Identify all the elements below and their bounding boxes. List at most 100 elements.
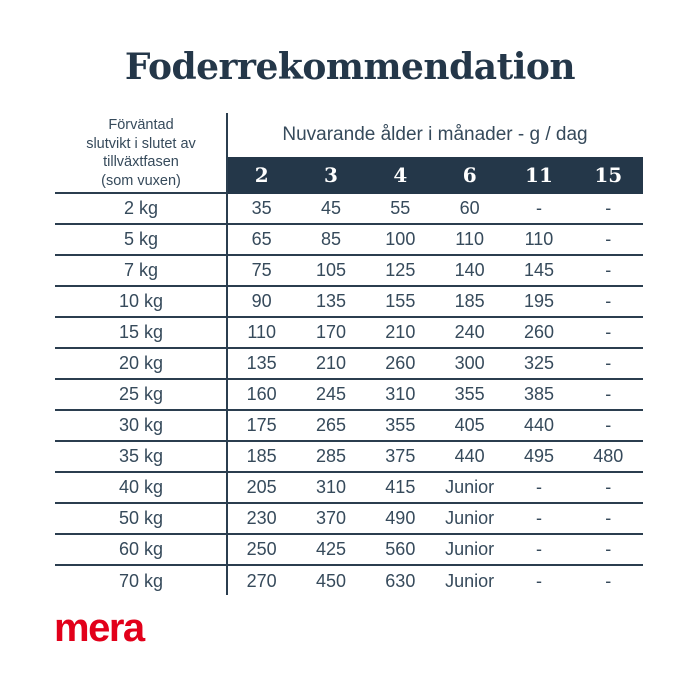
table-cell: 60	[459, 198, 480, 218]
table-row: 70 kg 270 450 630 Junior - -	[55, 566, 643, 597]
mera-logo: mera	[54, 606, 145, 650]
row-weight-label: 20 kg	[118, 353, 164, 373]
table-cell: 135	[246, 353, 277, 373]
table-cell: -	[535, 198, 542, 218]
table-cell: 440	[523, 415, 554, 435]
table-cell: 405	[454, 415, 485, 435]
row-weight-label: 35 kg	[118, 446, 164, 466]
table-cell: 250	[246, 539, 277, 559]
table-cell: 440	[454, 446, 485, 466]
table-cell: -	[535, 477, 542, 497]
table-cell: 240	[454, 322, 485, 342]
table-cell: 175	[246, 415, 277, 435]
column-header-month: 15	[594, 163, 623, 187]
table-cell: 480	[593, 446, 624, 466]
table-cell: 230	[246, 508, 277, 528]
table-row: 7 kg 75 105 125 140 145 -	[55, 256, 643, 287]
table-cell: Junior	[445, 477, 495, 497]
row-weight-label: 40 kg	[118, 477, 164, 497]
table-row: 40 kg 205 310 415 Junior - -	[55, 473, 643, 504]
table-cell: 265	[315, 415, 347, 435]
table-row: 60 kg 250 425 560 Junior - -	[55, 535, 643, 566]
table-cell: 135	[315, 291, 347, 311]
table-cell: 75	[251, 260, 272, 280]
table-cell: 170	[315, 322, 347, 342]
table-cell: -	[535, 508, 542, 528]
table-cell: 160	[246, 384, 277, 404]
table-cell: 205	[246, 477, 277, 497]
table-cell: 85	[320, 229, 341, 249]
table-cell: 355	[385, 415, 416, 435]
table-cell: 310	[385, 384, 416, 404]
table-cell: 140	[454, 260, 485, 280]
table-cell: -	[605, 322, 612, 342]
table-row: 10 kg 90 135 155 185 195 -	[55, 287, 643, 318]
table-cell: 210	[385, 322, 416, 342]
row-weight-label: 2 kg	[123, 198, 159, 218]
table-cell: 415	[385, 477, 416, 497]
row-header-line: Förväntad	[108, 117, 174, 133]
column-header-month: 11	[525, 163, 553, 187]
row-header-line: slutvikt i slutet av	[86, 135, 196, 152]
table-cell: -	[605, 229, 612, 249]
table-cell: 185	[246, 446, 277, 466]
table-row: 20 kg 135 210 260 300 325 -	[55, 349, 643, 380]
table-cell: Junior	[445, 571, 495, 591]
column-header-month: 6	[462, 163, 477, 187]
table-cell: 35	[251, 198, 272, 218]
table-cell: 450	[315, 571, 347, 591]
table-cell: -	[605, 477, 612, 497]
table-cell: Junior	[445, 539, 495, 559]
column-header-month: 3	[324, 163, 338, 187]
table-cell: 325	[523, 353, 554, 373]
table-cell: 45	[320, 198, 341, 218]
row-weight-label: 70 kg	[118, 571, 164, 591]
table-cell: -	[605, 353, 612, 373]
table-row: 5 kg 65 85 100 110 110 -	[55, 225, 643, 256]
table-cell: 490	[385, 508, 416, 528]
table-cell: -	[605, 508, 612, 528]
table-cell: -	[535, 539, 542, 559]
table-cell: 110	[455, 229, 484, 249]
row-weight-label: 7 kg	[123, 260, 159, 280]
row-header-line: tillväxtfasen	[103, 154, 179, 170]
table-cell: 370	[315, 508, 347, 528]
row-weight-label: 60 kg	[118, 539, 164, 559]
table-cell: -	[605, 415, 612, 435]
feeding-recommendation-table: Förväntad slutvikt i slutet av tillväxtf…	[55, 113, 643, 597]
row-weight-label: 10 kg	[118, 291, 164, 311]
table-cell: -	[605, 260, 612, 280]
row-weight-label: 5 kg	[123, 229, 159, 249]
table-cell: 105	[315, 260, 347, 280]
table-row: 25 kg 160 245 310 355 385 -	[55, 380, 643, 411]
table-row: 30 kg 175 265 355 405 440 -	[55, 411, 643, 442]
table-cell: 210	[315, 353, 347, 373]
row-weight-label: 25 kg	[118, 384, 164, 404]
row-weight-label: 50 kg	[118, 508, 164, 528]
row-weight-label: 30 kg	[118, 415, 164, 435]
table-header-row: Förväntad slutvikt i slutet av tillväxtf…	[55, 113, 643, 194]
column-header-month: 4	[393, 163, 408, 187]
table-cell: 65	[251, 229, 272, 249]
column-group-label: Nuvarande ålder i månader - g / dag	[282, 124, 588, 145]
table-cell: 300	[454, 353, 485, 373]
table-cell: 495	[523, 446, 554, 466]
table-cell: 110	[247, 322, 277, 342]
table-cell: -	[605, 384, 612, 404]
table-body: 2 kg 35 45 55 60 - - 5 kg 65 85 100 110 110 - 7 kg 75 10…	[55, 194, 643, 597]
table-cell: 155	[385, 291, 416, 311]
table-cell: 385	[523, 384, 554, 404]
page-title: Foderrekommendation	[124, 46, 576, 88]
table-cell: 285	[315, 446, 347, 466]
table-cell: 145	[523, 260, 554, 280]
table-cell: 310	[315, 477, 347, 497]
row-weight-label: 15 kg	[118, 322, 164, 342]
column-header-month: 2	[254, 163, 269, 187]
table-row: 2 kg 35 45 55 60 - -	[55, 194, 643, 225]
table-cell: 125	[385, 260, 416, 280]
table-cell: 100	[385, 229, 416, 249]
table-cell: 185	[454, 291, 485, 311]
table-cell: -	[605, 198, 612, 218]
table-cell: -	[605, 291, 612, 311]
table-cell: 375	[385, 446, 416, 466]
